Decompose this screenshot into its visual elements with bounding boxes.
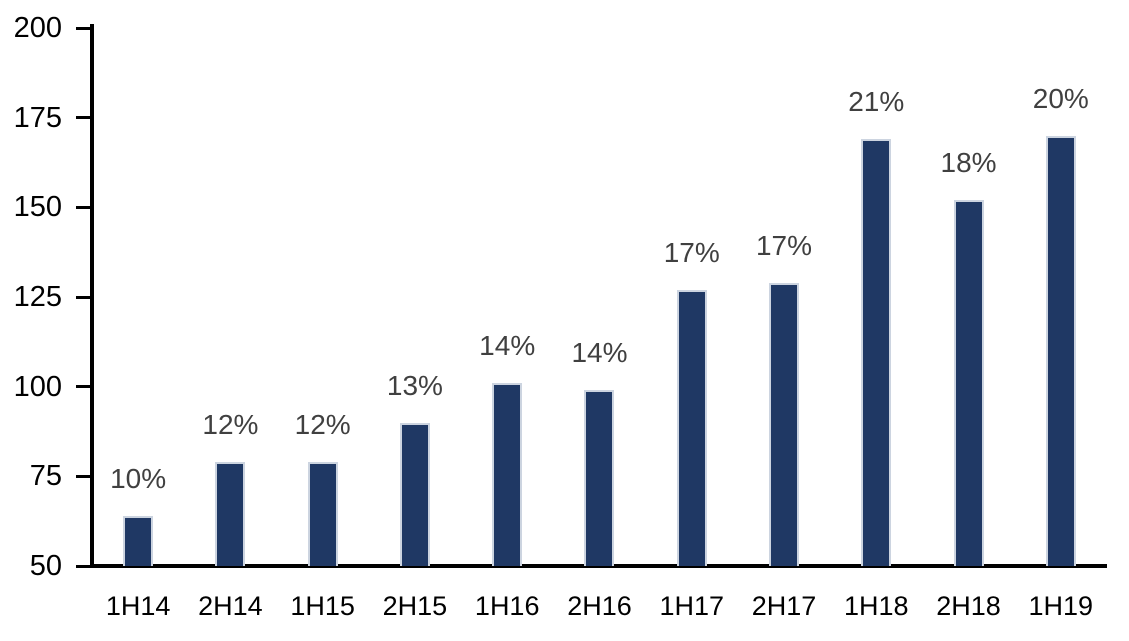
bar-slot: 17% <box>646 28 738 566</box>
y-axis-tick <box>76 474 90 478</box>
bar-value-label: 20% <box>1032 82 1089 114</box>
x-axis-label: 2H15 <box>382 591 448 621</box>
bar <box>953 200 984 566</box>
bar <box>861 139 892 566</box>
bar-value-label: 18% <box>940 147 997 179</box>
x-axis-label: 1H15 <box>290 591 355 621</box>
y-axis-tick <box>76 205 90 209</box>
bar <box>1045 135 1076 566</box>
y-axis-tick <box>76 295 90 299</box>
bar <box>123 515 154 566</box>
bar-value-label: 12% <box>202 409 259 440</box>
y-axis-tick-label: 125 <box>13 281 62 313</box>
y-axis-tick-label: 200 <box>13 12 62 44</box>
x-axis-labels: 1H14 2H14 1H15 2H15 1H16 2H16 1H17 2H17 1H18 2H18… <box>92 590 1107 622</box>
x-axis-label: 2H18 <box>936 591 1001 621</box>
bar-slot: 21% <box>830 28 922 566</box>
bar <box>584 390 615 566</box>
bar-value-label: 14% <box>479 330 536 362</box>
bar-slot: 17% <box>738 28 830 566</box>
x-axis-label: 2H17 <box>751 591 817 621</box>
bar <box>676 289 707 566</box>
bar-value-label: 10% <box>110 462 167 494</box>
bar <box>215 462 246 566</box>
y-axis-tick <box>76 116 90 120</box>
bar-value-label: 21% <box>848 86 905 118</box>
y-axis-tick-label: 175 <box>13 101 62 134</box>
bar <box>492 383 523 566</box>
y-axis-tick <box>76 564 90 568</box>
bar-slot: 13% <box>369 28 461 566</box>
x-axis-label: 2H16 <box>567 591 632 621</box>
bar-slot: 12% <box>184 28 276 566</box>
x-axis-label: 1H19 <box>1028 591 1094 621</box>
x-axis-label: 1H18 <box>843 591 909 621</box>
bar-slot: 18% <box>922 28 1014 566</box>
bar <box>307 462 338 566</box>
x-axis-label: 1H16 <box>474 591 540 621</box>
bar-value-label: 17% <box>755 229 813 261</box>
x-axis-line <box>90 564 1107 568</box>
x-axis-label: 1H17 <box>659 591 724 621</box>
x-axis-label: 2H14 <box>198 591 263 621</box>
y-axis-tick-label: 150 <box>13 191 62 224</box>
bar <box>768 282 799 566</box>
bar <box>399 422 430 566</box>
y-axis-tick-label: 100 <box>13 370 62 403</box>
bar-value-label: 12% <box>294 409 351 440</box>
y-axis-line <box>90 24 94 568</box>
y-axis-tick-label: 50 <box>29 550 62 582</box>
bar-value-label: 13% <box>386 369 443 401</box>
y-axis-tick <box>76 26 90 30</box>
y-axis-tick-label: 75 <box>29 460 62 493</box>
bar-slot: 10% <box>92 28 184 566</box>
bar-slot: 14% <box>553 28 645 566</box>
bar-slot: 12% <box>277 28 369 566</box>
bar-value-label: 14% <box>571 337 628 369</box>
bar-slot: 14% <box>461 28 553 566</box>
bar-slot: 20% <box>1015 28 1107 566</box>
bar-value-label: 17% <box>663 236 720 268</box>
x-axis-label: 1H14 <box>105 591 171 621</box>
y-axis-tick <box>76 385 90 389</box>
plot-area: 10% 12% 12% 13% 14% 14% 17% 17% 21% 18% 20% <box>92 28 1107 566</box>
